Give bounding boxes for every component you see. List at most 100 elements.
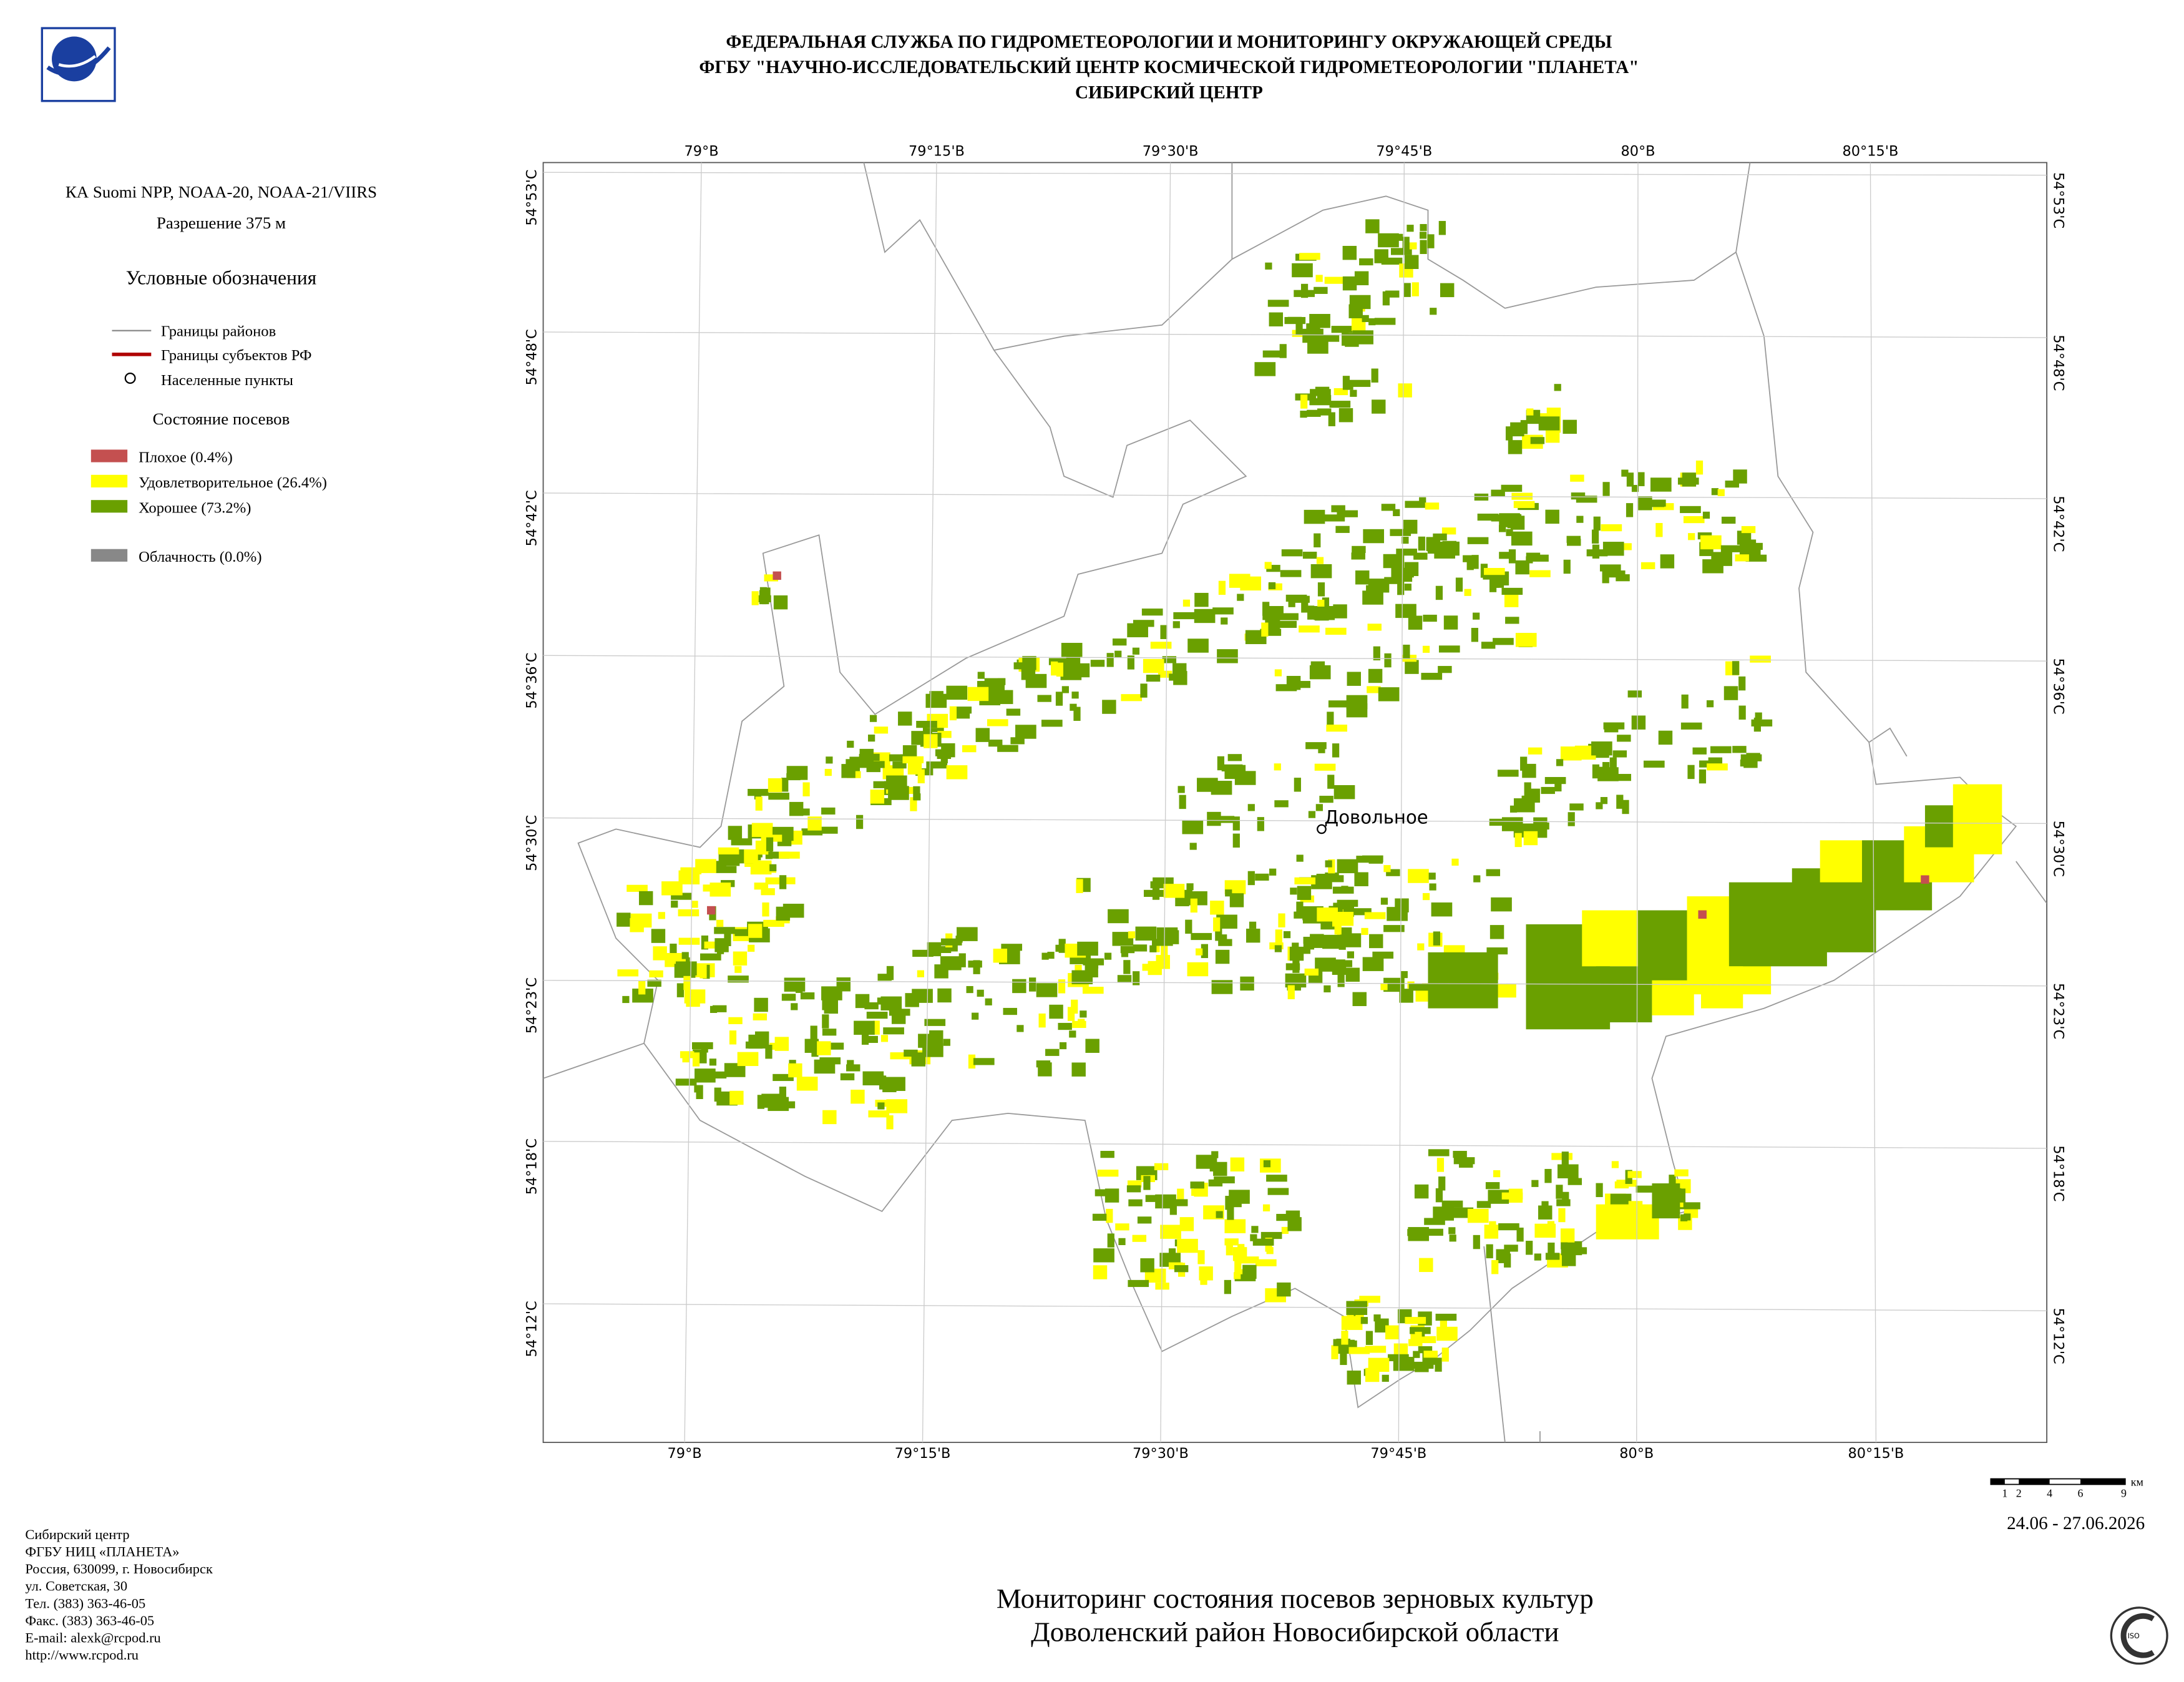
crop-patch [716,919,724,927]
crop-patch [1127,1180,1142,1188]
crop-patch [1561,1252,1576,1266]
neighbour-boundary [2016,861,2047,904]
crop-patch [800,992,815,1000]
crop-patch [1526,1241,1533,1255]
crop-patch [1342,276,1357,291]
crop-patch [709,883,731,897]
crop-patch [1382,291,1390,306]
crop-patch [1660,554,1675,569]
crop-patch [1093,1265,1108,1279]
crop-patch [821,807,836,815]
crop-patch [849,756,871,764]
crop-patch [1544,1168,1552,1183]
crop-patch [1395,898,1409,912]
crop-patch [1602,482,1610,496]
crop-patch [1303,936,1310,944]
crop-patch [905,993,919,1007]
crop-patch [1405,501,1426,508]
crop-block [1952,784,2002,854]
crop-patch [1423,1351,1438,1358]
crop-patch [1290,887,1297,895]
crop-patch [1406,563,1414,578]
crop-patch [1143,1176,1151,1190]
crop-patch [1177,1188,1184,1203]
crop-patch [1174,1265,1189,1273]
map-content [543,162,2047,1443]
neighbour-boundary [1868,727,1908,757]
crop-patch [766,837,774,852]
crop-patch [1314,286,1328,294]
crop-patch [1453,1151,1467,1158]
crop-patch [1281,1226,1289,1235]
crop-patch [649,970,663,978]
crop-patch [1586,549,1608,557]
crop-patch [1036,1060,1051,1068]
legend-item: Границы субъектов РФ [161,347,312,364]
lat-label: 54°18'С [2050,1145,2066,1201]
crop-patch [882,1078,897,1092]
crop-patch [1128,931,1136,939]
footer-line: Факс. (383) 363-46-05 [25,1613,154,1628]
crop-patch [904,1049,918,1057]
crop-patch [814,1059,836,1074]
crop-patch [1333,604,1347,619]
crop-patch [1621,469,1629,477]
crop-patch [1210,901,1224,915]
crop-patch [1368,318,1376,326]
legend-swatch [90,549,128,562]
crop-patch [1486,1244,1493,1259]
svg-text:ISO: ISO [2128,1632,2140,1640]
crop-patch [1600,797,1608,804]
logo [41,27,116,102]
crop-patch [1149,945,1157,952]
crop-patch [1593,516,1601,531]
crop-patch [1156,955,1170,969]
crop-patch [712,1005,727,1012]
crop-patch [1372,951,1394,959]
crop-patch [1300,394,1308,409]
crop-patch [1359,1296,1380,1303]
crop-patch [1191,932,1212,941]
crop-patch [1288,600,1295,607]
crop-patch [1385,290,1400,298]
crop-patch [1720,545,1742,552]
crop-patch [1459,1160,1473,1168]
crop-patch [1440,1319,1447,1334]
crop-patch [1056,662,1064,677]
crop-patch [1365,219,1380,233]
crop-patch [1393,509,1400,516]
crop-patch [1371,368,1378,383]
crop-block [1652,1183,1680,1219]
crop-patch [1307,409,1321,417]
crop-patch [1140,1258,1154,1273]
crop-patch [1738,676,1746,691]
crop-patch [1428,873,1436,880]
crop-patch [1003,1007,1017,1015]
crop-patch [1294,877,1316,885]
crop-patch [1213,917,1221,932]
crop-patch [1408,615,1423,630]
crop-block [1596,1204,1659,1239]
crop-patch [1352,992,1367,1007]
crop-patch [1182,599,1191,607]
footer: Сибирский центр ФГБУ НИЦ «ПЛАНЕТА»Россия,… [25,1527,213,1663]
crop-patch [748,1034,763,1049]
crop-patch [955,936,963,943]
crop-patch [1509,805,1518,813]
crop-patch [1499,552,1513,559]
crop-patch [1085,964,1092,979]
crop-patch [1650,477,1672,492]
crop-patch [1295,320,1303,335]
crop-patch [1505,426,1513,441]
crop-patch [1289,946,1304,961]
crop-patch [622,995,630,1004]
crop-patch [1378,233,1399,248]
crop-patch [1418,1346,1433,1354]
crop-patch [1150,881,1172,889]
crop-patch [1508,440,1523,454]
crop-patch [761,1093,782,1108]
crop-patch [1418,536,1425,551]
legend-title: Условные обозначения [126,267,316,289]
crop-patch [1735,554,1749,562]
crop-patch [1614,1181,1629,1189]
